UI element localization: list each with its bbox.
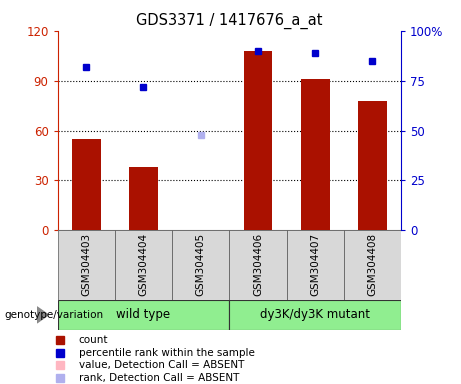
Bar: [72, 139, 100, 230]
Text: percentile rank within the sample: percentile rank within the sample: [79, 348, 254, 358]
Bar: [129, 167, 158, 230]
Text: value, Detection Call = ABSENT: value, Detection Call = ABSENT: [79, 360, 244, 370]
Bar: [344, 230, 401, 300]
Text: GSM304407: GSM304407: [310, 232, 320, 296]
Text: count: count: [79, 335, 108, 345]
Bar: [115, 230, 172, 300]
Text: genotype/variation: genotype/variation: [5, 310, 104, 320]
Text: GSM304408: GSM304408: [367, 232, 378, 296]
Bar: [172, 230, 229, 300]
Text: wild type: wild type: [117, 308, 171, 321]
Bar: [58, 300, 229, 330]
Text: GSM304405: GSM304405: [196, 232, 206, 296]
Text: GSM304403: GSM304403: [81, 232, 91, 296]
Bar: [301, 79, 330, 230]
Title: GDS3371 / 1417676_a_at: GDS3371 / 1417676_a_at: [136, 13, 323, 29]
Text: dy3K/dy3K mutant: dy3K/dy3K mutant: [260, 308, 370, 321]
Bar: [58, 230, 115, 300]
Bar: [287, 230, 344, 300]
Bar: [229, 300, 401, 330]
Text: rank, Detection Call = ABSENT: rank, Detection Call = ABSENT: [79, 373, 239, 383]
Text: GSM304406: GSM304406: [253, 232, 263, 296]
Bar: [358, 101, 387, 230]
Polygon shape: [37, 307, 48, 323]
Text: GSM304404: GSM304404: [138, 232, 148, 296]
Bar: [244, 51, 272, 230]
Bar: [229, 230, 287, 300]
